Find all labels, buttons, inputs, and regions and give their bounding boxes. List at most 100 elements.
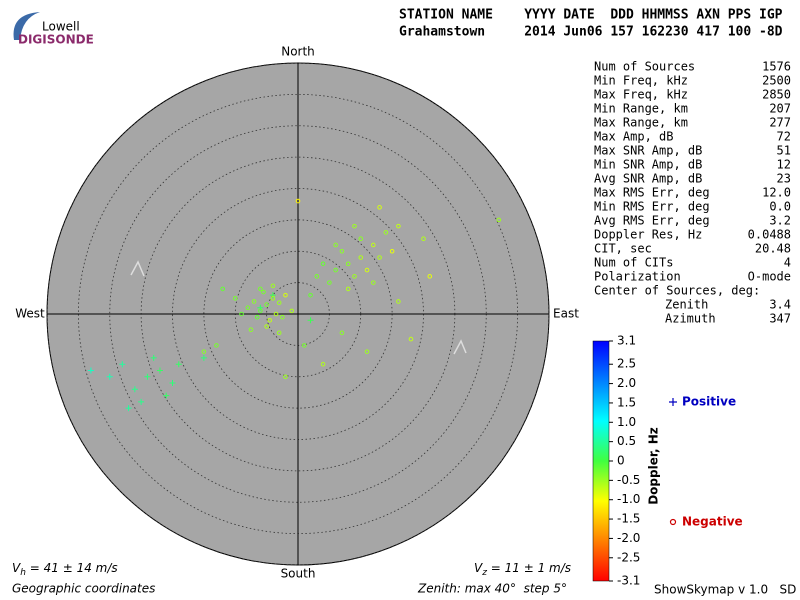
source-plus [119,361,126,368]
source-circle [273,311,279,317]
source-circle [389,248,395,254]
source-circle [339,330,345,336]
legend-label: Positive [682,395,736,409]
stat-value: 347 [769,312,791,326]
stat-value: 0.0488 [748,228,791,242]
vz-text: Vz = 11 ± 1 m/s [474,561,571,578]
source-circle [333,242,338,248]
source-circle [270,283,276,289]
stat-value: 51 [777,144,791,158]
stat-label: Azimuth [665,312,716,326]
source-plus [138,398,145,405]
colorbar [592,340,610,582]
source-circle [248,327,254,332]
stat-label: Polarization [594,270,681,284]
stat-value: 72 [777,130,791,144]
colorbar-tick-label: 2.5 [617,357,636,371]
stat-value: 3.2 [769,214,791,228]
source-plus [131,386,138,393]
source-plus [200,354,207,361]
stat-value: 3.4 [769,298,791,312]
source-plus [144,373,151,380]
source-circle [270,296,276,301]
colorbar-tick-label: -3.1 [617,574,640,588]
source-circle [267,317,273,323]
stat-label: CIT, sec [594,242,652,256]
source-plus [106,373,113,380]
logo-top: Lowell [42,20,80,34]
stat-label: Avg RMS Err, deg [594,214,710,228]
stat-value: 2850 [762,88,791,102]
colorbar-tick-label: 0 [617,454,625,468]
direction-label: South [281,567,316,581]
source-circle [345,286,351,292]
source-circle [427,274,433,279]
logo: Lowell DIGISONDE [13,12,94,47]
colorbar-tick-label: -1.5 [617,512,640,526]
colorbar-label: Doppler, Hz [647,427,661,505]
source-circle [358,236,364,241]
stat-label: Min Range, km [594,102,688,116]
stat-label: Center of Sources, deg: [594,284,760,298]
colorbar-tick-label: 2.0 [617,376,636,390]
stat-label: Min RMS Err, deg [594,200,710,214]
logo-swoosh [13,12,40,40]
stat-value: 12.0 [762,186,791,200]
stat-value: 2500 [762,74,791,88]
source-circle [327,280,332,285]
source-plus [269,292,276,299]
direction-label: West [15,307,45,321]
source-circle [232,296,238,301]
source-circle [320,361,326,367]
source-circle [314,274,320,279]
direction-label: North [281,45,315,59]
source-circle [364,349,370,354]
source-plus [150,354,157,361]
colorbar-tick-label: -0.5 [617,473,640,487]
source-plus [163,392,170,399]
source-circle [261,289,266,295]
source-circle [383,230,389,235]
stat-label: Doppler Res, Hz [594,228,702,242]
source-circle [301,343,307,348]
colorbar-tick-label: -2.0 [617,531,640,545]
stat-label: Max Amp, dB [594,130,673,144]
stat-value: 23 [777,172,791,186]
legend-label: Negative [682,515,743,529]
source-circle [396,223,401,229]
source-circle [276,300,282,306]
source-circle [295,198,301,204]
colorbar-tick-label: 1.5 [617,395,636,409]
direction-label: East [553,307,579,321]
header-line: STATION NAME YYYY DATE DDD HHMMSS AXN PP… [399,8,783,23]
source-plus [169,380,176,387]
source-circle [201,349,207,354]
vh-text: Vh = 41 ± 14 m/s [12,561,118,578]
stat-label: Max Range, km [594,116,688,130]
colorbar-tick-label: 0.5 [617,434,636,448]
stat-value: 12 [777,158,791,172]
source-circle [339,248,345,254]
source-circle [333,267,338,273]
source-circle [276,330,282,336]
stat-value: 4 [784,256,791,270]
source-circle [377,255,382,260]
velocity-arrow [130,260,145,277]
source-circle [220,286,225,292]
source-plus [175,361,182,368]
source-circle [352,223,357,229]
stat-value: 0.0 [769,200,791,214]
source-circle [258,308,263,314]
source-plus [156,367,163,374]
stat-label: Max Freq, kHz [594,88,688,102]
source-circle [345,261,351,267]
footer-version: ShowSkymap v 1.0 SD v 5.1 [654,583,800,597]
source-circle [214,343,219,348]
header-line: Grahamstown 2014 Jun06 157 162230 417 10… [399,25,783,40]
source-circle [320,261,326,267]
source-circle [371,280,376,285]
source-circle [283,374,288,380]
source-circle [364,267,370,273]
source-circle [496,217,502,223]
